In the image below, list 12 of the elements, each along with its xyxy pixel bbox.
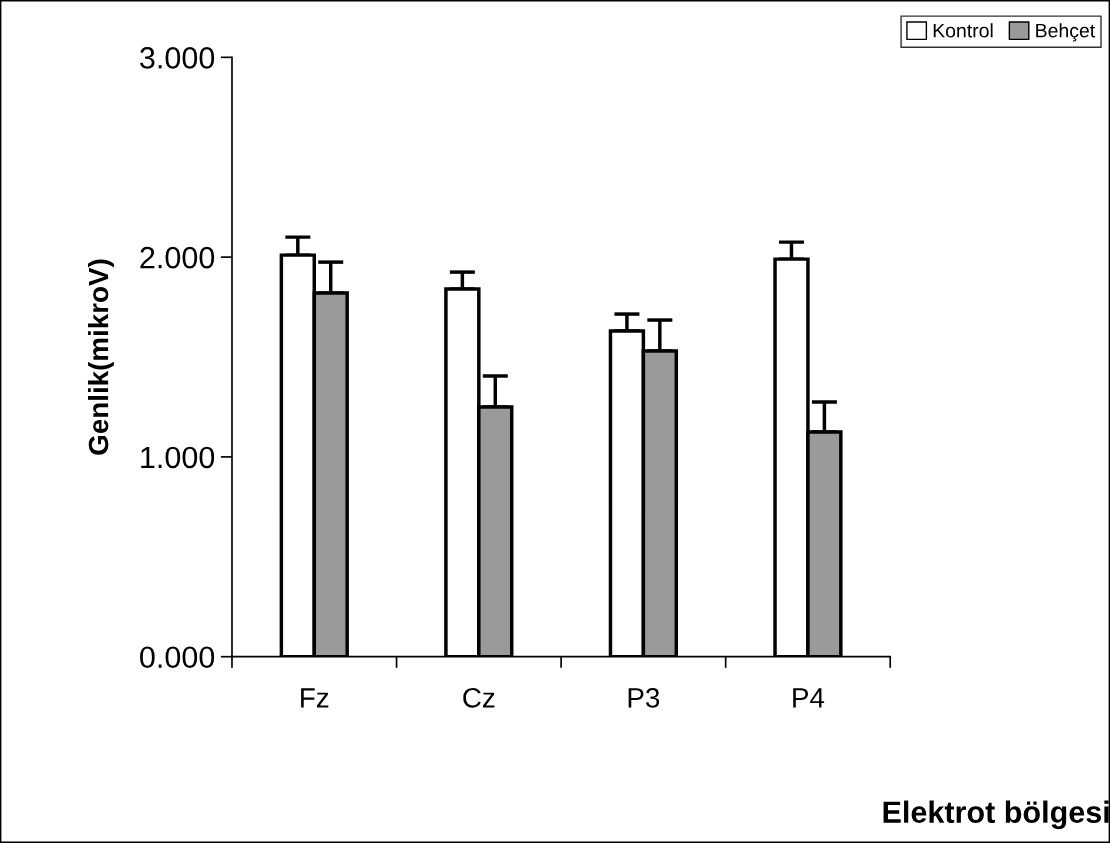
x-tick-label: P3 bbox=[628, 687, 660, 708]
legend-label: Behçet bbox=[1036, 23, 1096, 42]
legend-label: Kontrol bbox=[933, 23, 993, 38]
x-tick-label: Fz bbox=[301, 688, 329, 708]
x-tick-label: Cz bbox=[463, 687, 495, 708]
y-tick-label: 2.000 bbox=[140, 246, 215, 269]
y-axis-title: Genlik(mikroV) bbox=[87, 259, 114, 455]
y-tick-label: 3.000 bbox=[140, 47, 215, 69]
x-tick-label: P4 bbox=[793, 688, 825, 708]
x-axis-title: Elektrot bölgesi bbox=[883, 800, 1109, 830]
y-tick-label: 0.000 bbox=[140, 646, 215, 669]
y-tick-label: 1.000 bbox=[141, 446, 215, 469]
